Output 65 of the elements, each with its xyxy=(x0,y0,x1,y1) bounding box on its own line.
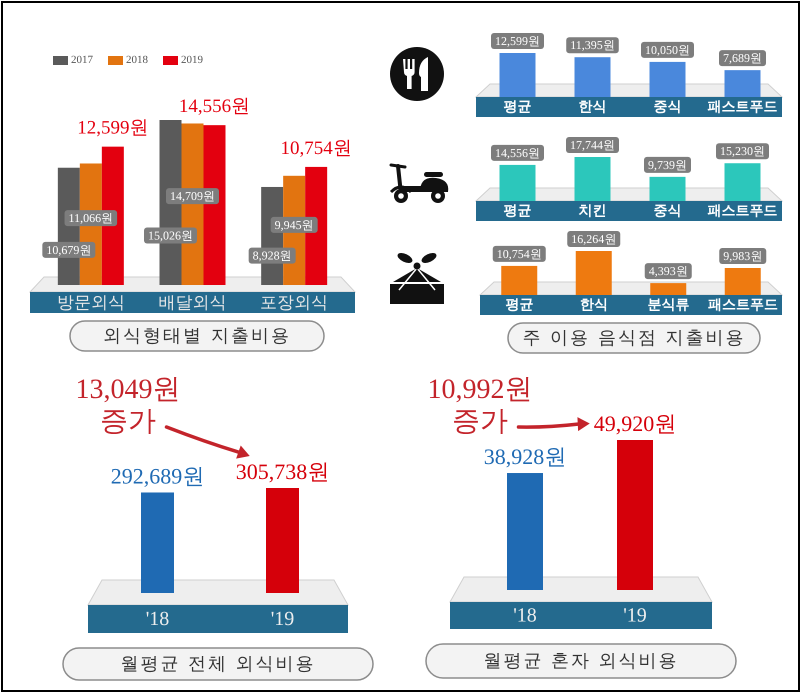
x-tick-label: '18 xyxy=(146,608,170,630)
legend-label: 2019 xyxy=(181,54,204,66)
x-tick-label: 평균 xyxy=(504,203,532,219)
text: 13,049원 증가 xyxy=(76,374,180,437)
data-label: 15,026원 xyxy=(148,228,193,242)
bar xyxy=(574,57,610,97)
x-tick-label: 패스트푸드 xyxy=(708,297,778,313)
bar xyxy=(574,157,610,201)
data-label: 305,738원 xyxy=(236,459,330,484)
x-tick-label: 배달외식 xyxy=(158,293,226,312)
data-label: 12,599원 xyxy=(495,34,540,48)
bar xyxy=(724,268,761,295)
bar xyxy=(576,251,612,295)
x-tick-label: 방문외식 xyxy=(56,293,125,312)
data-label: 292,689원 xyxy=(110,463,204,488)
bar xyxy=(650,283,686,295)
legend-label: 2017 xyxy=(71,54,94,66)
x-tick-label: 한식 xyxy=(580,297,608,313)
bar xyxy=(501,266,538,295)
data-label: 12,599원 xyxy=(77,118,148,139)
data-label: 11,395원 xyxy=(570,38,615,52)
data-label: 17,744원 xyxy=(570,138,615,152)
data-label: 8,928원 xyxy=(252,248,292,263)
data-label: 14,709원 xyxy=(170,189,215,204)
text: 외식형태별 지출비용 xyxy=(103,326,291,346)
data-label: 15,230원 xyxy=(720,144,765,158)
x-tick-label: '19 xyxy=(270,608,294,630)
data-label: 10,754원 xyxy=(280,138,352,159)
data-label: 38,928원 xyxy=(484,444,566,470)
x-tick-label: 패스트푸드 xyxy=(708,203,778,219)
data-label: 14,556원 xyxy=(495,146,540,160)
data-label: 49,920원 xyxy=(594,411,676,436)
data-label: 11,066원 xyxy=(68,211,114,226)
x-tick-label: '19 xyxy=(623,604,647,626)
bar xyxy=(650,176,686,201)
x-tick-label: 평균 xyxy=(504,99,532,115)
data-label: 14,556원 xyxy=(178,96,250,118)
bar xyxy=(724,70,760,97)
data-label: 16,264원 xyxy=(571,232,616,246)
data-label: 9,983원 xyxy=(723,248,762,263)
x-tick-label: 한식 xyxy=(578,99,606,115)
x-tick-label: 평균 xyxy=(505,297,534,313)
x-tick-label: 포장외식 xyxy=(260,293,328,312)
x-tick-label: 치킨 xyxy=(578,203,606,219)
bar xyxy=(724,163,760,201)
bar xyxy=(650,62,686,97)
data-label: 10,679원 xyxy=(46,242,92,257)
data-label: 9,739원 xyxy=(648,158,687,172)
data-label: 7,689원 xyxy=(723,51,762,66)
text: 월평균 전체 외식비용 xyxy=(120,654,316,674)
text: 월평균 혼자 외식비용 xyxy=(483,650,679,672)
x-tick-label: 중식 xyxy=(654,99,682,115)
data-label: 4,393원 xyxy=(648,264,688,278)
bar xyxy=(500,53,536,97)
data-label: 10,050원 xyxy=(645,42,690,57)
x-tick-label: '18 xyxy=(513,604,537,626)
x-tick-label: 중식 xyxy=(654,203,682,219)
data-label: 10,754원 xyxy=(496,246,542,261)
text: 10,992원 증가 xyxy=(428,374,532,437)
data-label: 9,945원 xyxy=(274,218,314,232)
legend-label: 2018 xyxy=(126,54,148,66)
text: 주 이용 음식점 지출비용 xyxy=(522,328,746,348)
bar xyxy=(500,164,536,201)
x-tick-label: 패스트푸드 xyxy=(708,99,778,115)
x-tick-label: 분식류 xyxy=(647,297,690,313)
